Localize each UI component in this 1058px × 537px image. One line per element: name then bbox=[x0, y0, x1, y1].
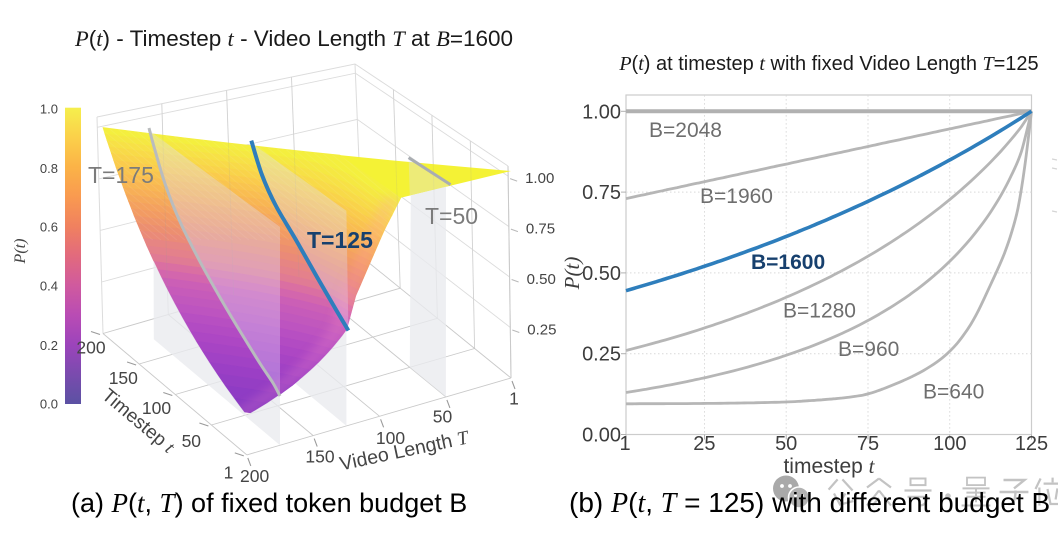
svg-text:100: 100 bbox=[142, 398, 171, 418]
svg-text:B=960: B=960 bbox=[838, 338, 899, 361]
svg-text:25: 25 bbox=[693, 433, 715, 455]
svg-text:0.6: 0.6 bbox=[40, 220, 58, 235]
svg-text:0.4: 0.4 bbox=[40, 279, 58, 294]
svg-text:T=125: T=125 bbox=[307, 227, 373, 253]
svg-text:1.00: 1.00 bbox=[582, 101, 621, 123]
svg-text:0.25: 0.25 bbox=[527, 322, 556, 339]
svg-text:1: 1 bbox=[509, 388, 519, 408]
svg-text:150: 150 bbox=[305, 446, 334, 466]
svg-text:timestep t: timestep t bbox=[783, 454, 875, 478]
svg-text:1: 1 bbox=[224, 463, 234, 483]
svg-text:200: 200 bbox=[240, 466, 269, 486]
svg-text:(a) P(t, T) of fixed token bud: (a) P(t, T) of fixed token budget B bbox=[71, 488, 467, 518]
svg-text:50: 50 bbox=[775, 433, 797, 455]
svg-text:50: 50 bbox=[182, 431, 202, 451]
svg-text:B=1960: B=1960 bbox=[700, 185, 773, 208]
svg-text:0.25: 0.25 bbox=[582, 344, 621, 366]
svg-text:B=1600: B=1600 bbox=[751, 251, 825, 274]
svg-text:150: 150 bbox=[109, 368, 138, 388]
svg-text:P(t): P(t) bbox=[560, 257, 584, 291]
svg-text:B=1280: B=1280 bbox=[783, 300, 856, 323]
svg-text:125: 125 bbox=[1015, 433, 1048, 455]
svg-text:B=2048: B=2048 bbox=[649, 119, 722, 142]
svg-text:0.50: 0.50 bbox=[582, 263, 621, 285]
svg-text:T=175: T=175 bbox=[88, 162, 154, 188]
svg-text:T=50: T=50 bbox=[425, 203, 478, 229]
svg-text:100: 100 bbox=[376, 428, 405, 448]
svg-text:0.75: 0.75 bbox=[582, 182, 621, 204]
svg-text:1.0: 1.0 bbox=[40, 102, 58, 117]
svg-text:200: 200 bbox=[76, 338, 105, 358]
svg-text:P(t): P(t) bbox=[12, 239, 29, 265]
svg-text:P(t) - Timestep t - Video Leng: P(t) - Timestep t - Video Length T at B=… bbox=[74, 26, 513, 51]
svg-text:50: 50 bbox=[433, 406, 453, 426]
svg-text:0.0: 0.0 bbox=[40, 397, 58, 412]
svg-text:B=640: B=640 bbox=[923, 381, 984, 404]
svg-text:100: 100 bbox=[933, 433, 966, 455]
svg-text:0.2: 0.2 bbox=[40, 338, 58, 353]
svg-text:(b) P(t, T = 125) with differe: (b) P(t, T = 125) with different budget … bbox=[569, 487, 1050, 519]
svg-text:0.8: 0.8 bbox=[40, 161, 58, 176]
svg-text:1: 1 bbox=[619, 433, 630, 455]
svg-text:0.75: 0.75 bbox=[526, 221, 555, 238]
svg-text:0.50: 0.50 bbox=[527, 271, 556, 288]
svg-text:75: 75 bbox=[857, 433, 879, 455]
svg-text:P(t) at timestep t with fixed: P(t) at timestep t with fixed Video Leng… bbox=[618, 53, 1038, 75]
svg-text:0.00: 0.00 bbox=[582, 425, 621, 447]
svg-text:1.00: 1.00 bbox=[525, 170, 554, 187]
